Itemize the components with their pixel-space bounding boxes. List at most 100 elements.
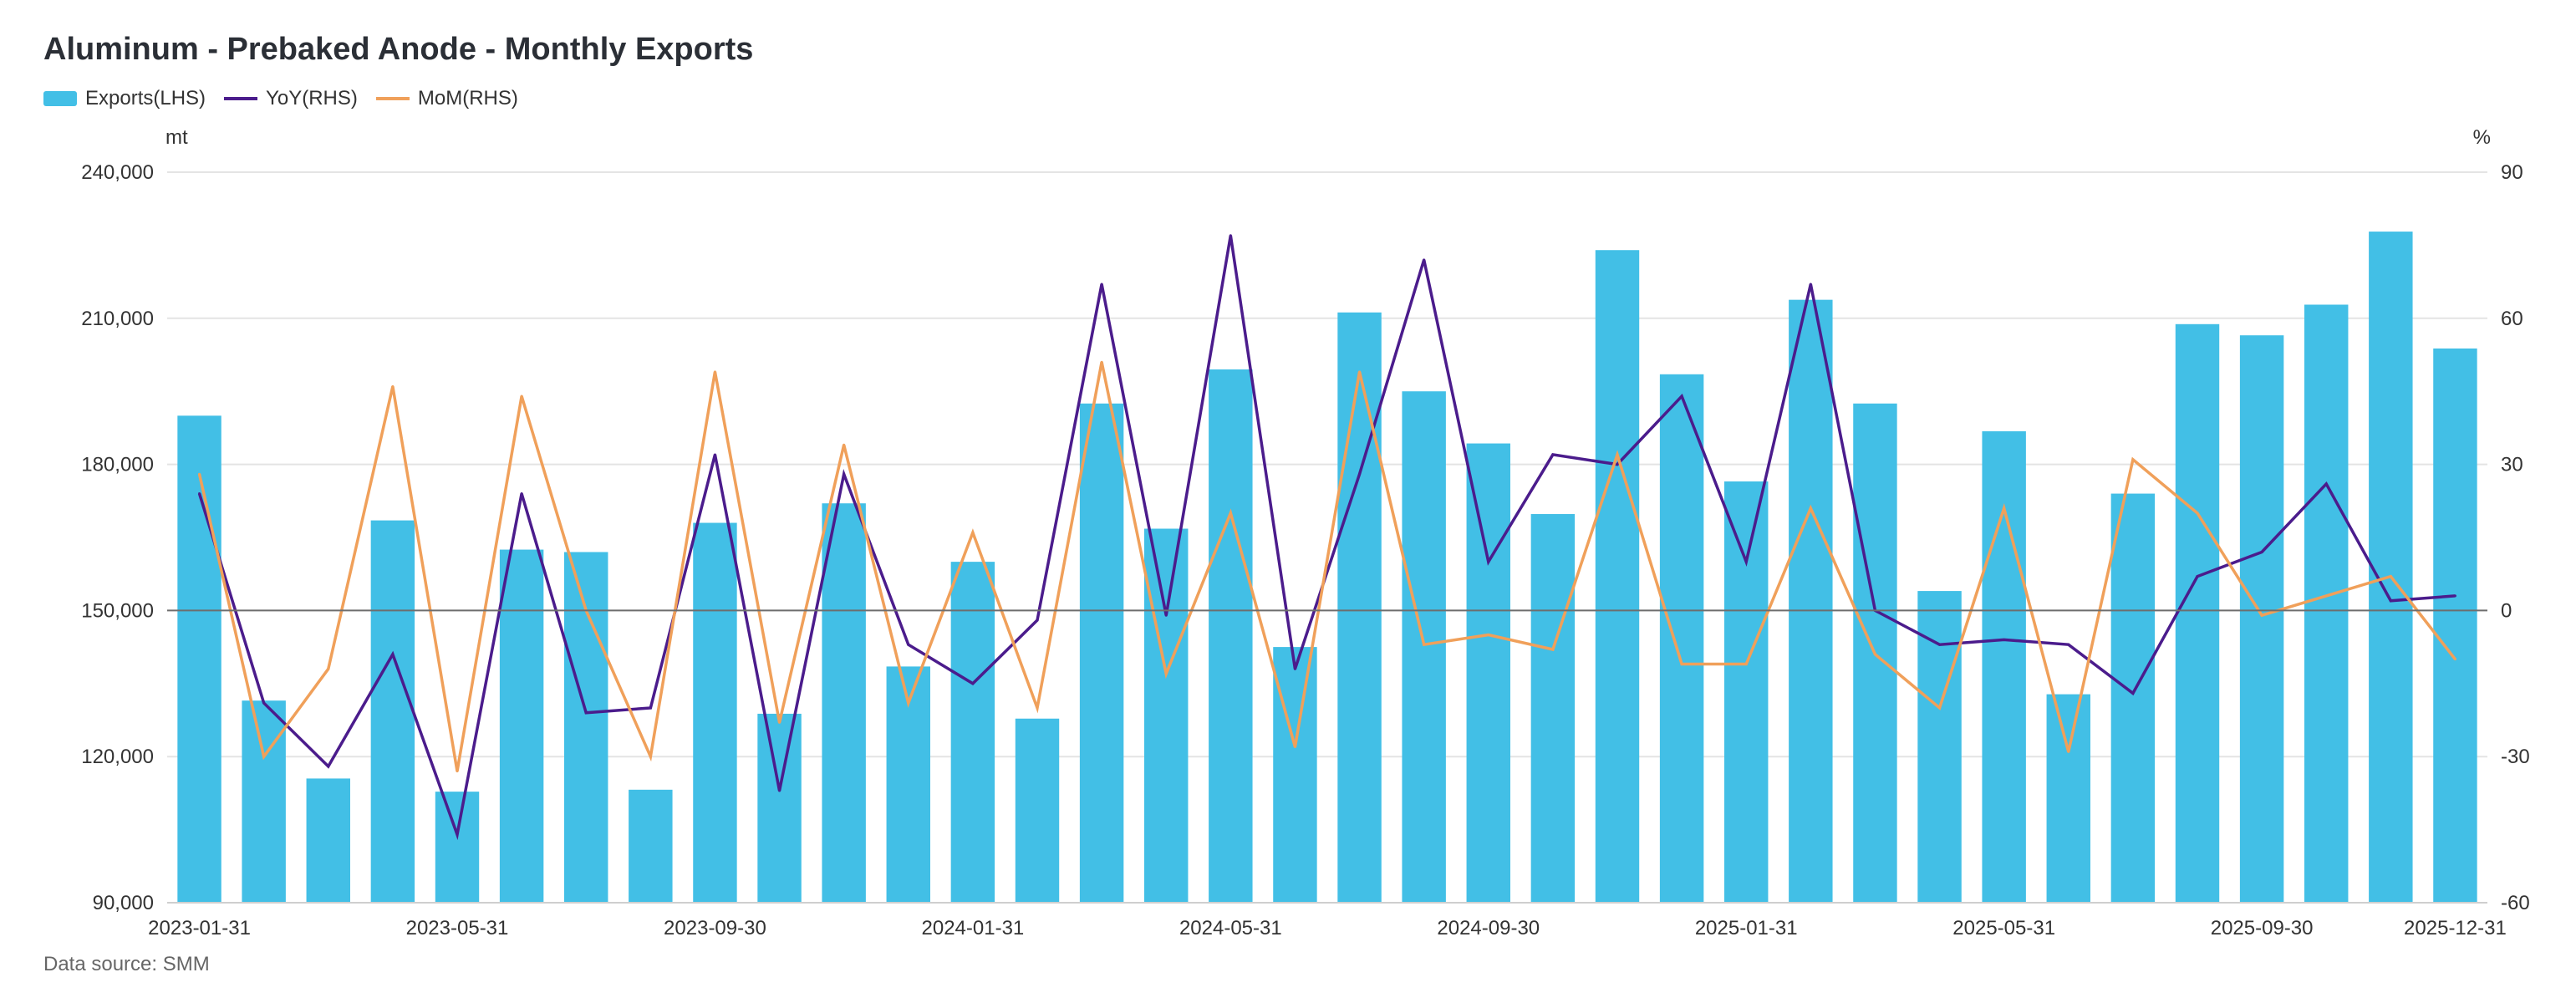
point-mom	[1229, 512, 1232, 515]
point-mom	[520, 395, 523, 398]
point-yoy	[456, 832, 459, 836]
point-mom	[843, 443, 846, 446]
point-yoy	[584, 711, 588, 715]
bar-exports	[629, 789, 673, 903]
bar-exports	[306, 778, 350, 903]
point-yoy	[2260, 550, 2263, 553]
bar-exports	[177, 415, 221, 903]
right-axis-tick-label: 90	[2501, 161, 2523, 184]
point-yoy	[1744, 560, 1748, 563]
left-axis-unit: mt	[165, 126, 188, 149]
legend-label-exports: Exports(LHS)	[85, 87, 206, 109]
point-yoy	[391, 653, 395, 656]
point-mom	[1100, 360, 1103, 364]
bar-exports	[242, 700, 286, 903]
point-mom	[1293, 746, 1296, 749]
bar-exports	[499, 549, 544, 903]
point-yoy	[713, 453, 716, 456]
line-yoy	[197, 235, 2456, 841]
bar-exports	[2046, 694, 2090, 903]
bar-exports	[1466, 443, 1510, 903]
bar-exports	[2175, 323, 2220, 903]
bar-exports	[435, 792, 480, 903]
point-mom	[2196, 512, 2199, 515]
point-mom	[907, 701, 910, 705]
point-mom	[1164, 672, 1168, 675]
point-yoy	[2453, 594, 2456, 598]
point-mom	[1036, 706, 1039, 710]
left-axis-tick-label: 210,000	[81, 308, 154, 330]
legend-swatch-mom	[375, 97, 410, 100]
point-yoy	[2389, 599, 2392, 603]
right-axis-tick-label: 0	[2501, 599, 2512, 622]
point-mom	[1551, 648, 1555, 651]
point-yoy	[1358, 472, 1362, 476]
bar-exports	[1595, 250, 1640, 903]
bar-exports	[370, 520, 415, 903]
bar-exports	[1659, 374, 1704, 904]
point-mom	[1423, 643, 1426, 646]
legend-swatch-yoy	[224, 97, 258, 100]
bar-exports	[2369, 232, 2413, 903]
bar-exports	[1079, 403, 1124, 903]
x-axis-tick-label: 2025-01-31	[1695, 917, 1798, 939]
point-yoy	[1938, 643, 1942, 646]
bar-exports	[1015, 718, 1060, 903]
left-axis-tick-label: 180,000	[81, 454, 154, 476]
point-mom	[2003, 507, 2006, 510]
point-mom	[2260, 614, 2263, 617]
bar-exports	[2110, 493, 2156, 903]
point-mom	[1680, 662, 1683, 665]
x-axis-tick-label: 2024-01-31	[922, 917, 1025, 939]
point-yoy	[2131, 691, 2135, 695]
legend-item-exports[interactable]: Exports(LHS)	[43, 87, 206, 110]
bar-exports	[1982, 430, 2026, 903]
x-axis-tick-label: 2023-09-30	[664, 917, 766, 939]
point-mom	[2324, 594, 2328, 598]
point-mom	[1809, 507, 1812, 510]
point-mom	[198, 472, 201, 476]
point-yoy	[1229, 234, 1232, 237]
point-yoy	[1487, 560, 1490, 563]
x-axis-tick-label: 2023-01-31	[148, 917, 251, 939]
bar-exports	[822, 503, 866, 903]
x-axis-tick-label: 2025-05-31	[1952, 917, 2055, 939]
point-yoy	[2196, 575, 2199, 578]
point-mom	[2389, 575, 2392, 578]
chart-legend: Exports(LHS) YoY(RHS) MoM(RHS)	[43, 87, 537, 110]
point-mom	[1487, 634, 1490, 637]
point-yoy	[1100, 283, 1103, 286]
point-mom	[649, 755, 652, 758]
point-yoy	[907, 643, 910, 646]
bar-exports	[1402, 391, 1446, 903]
point-mom	[1616, 453, 1619, 456]
chart-title: Aluminum - Prebaked Anode - Monthly Expo…	[43, 32, 754, 67]
point-yoy	[198, 492, 201, 496]
bar-exports	[693, 522, 737, 903]
right-axis-tick-label: -30	[2501, 746, 2530, 768]
bar-exports	[1273, 647, 1317, 903]
bar-exports	[1724, 481, 1769, 903]
point-yoy	[1293, 667, 1296, 670]
point-yoy	[2067, 643, 2070, 646]
line-series	[197, 234, 2456, 841]
point-mom	[1873, 653, 1876, 656]
point-mom	[262, 755, 266, 758]
axes: 90,000 -60 120,000 -30 150,000 0 180,000 30 210,…	[81, 126, 2529, 939]
right-axis-unit: %	[2473, 126, 2491, 149]
point-mom	[2131, 458, 2135, 461]
x-axis-tick-label: 2024-09-30	[1437, 917, 1540, 939]
point-mom	[2453, 658, 2456, 661]
bar-exports	[2239, 335, 2284, 903]
legend-item-yoy[interactable]: YoY(RHS)	[224, 87, 358, 110]
point-yoy	[649, 706, 652, 710]
point-yoy	[1036, 619, 1039, 622]
legend-item-mom[interactable]: MoM(RHS)	[375, 87, 518, 110]
bar-exports	[1530, 514, 1576, 903]
point-yoy	[327, 765, 330, 768]
point-mom	[391, 384, 395, 388]
point-yoy	[778, 789, 781, 792]
x-axis-tick-label: 2025-12-31	[2404, 917, 2507, 939]
x-axis-tick-label: 2024-05-31	[1179, 917, 1282, 939]
